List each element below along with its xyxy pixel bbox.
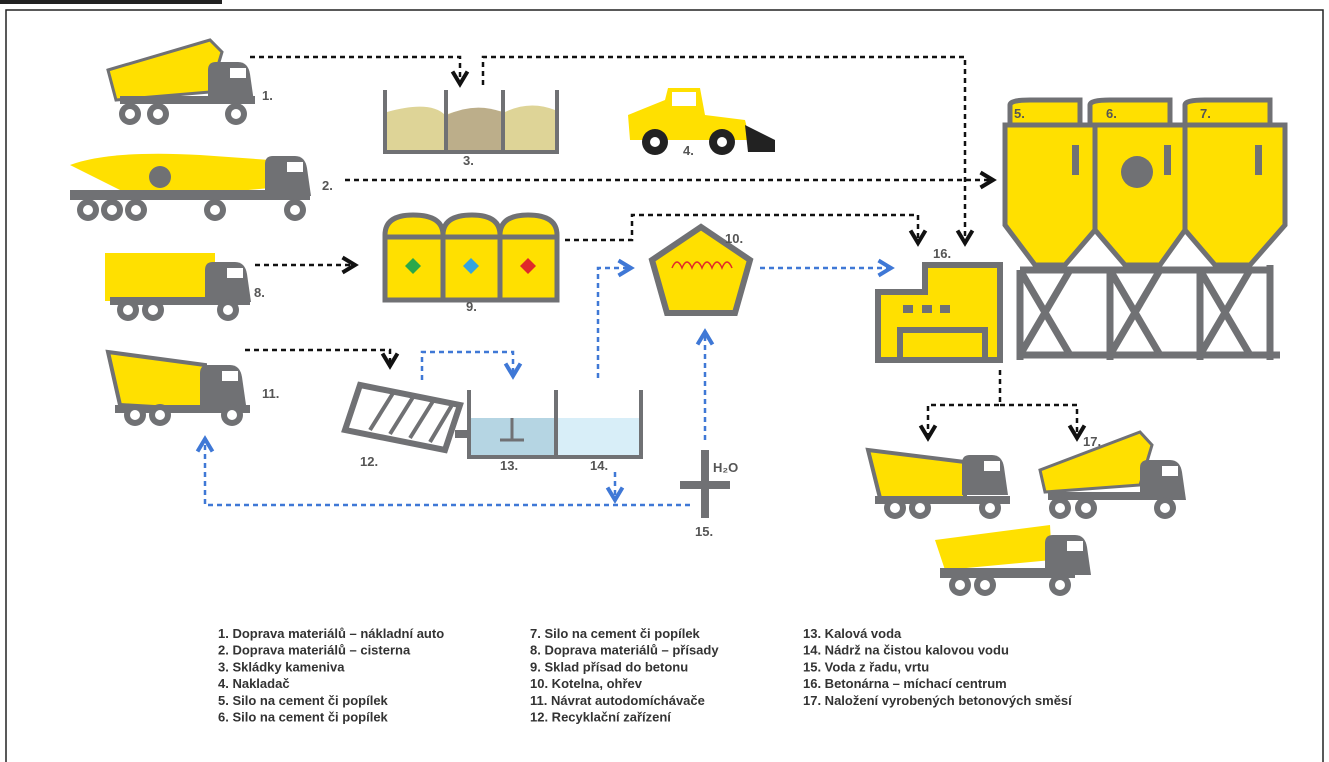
- cement-tanker: [70, 154, 311, 221]
- legend-item: 9. Sklad přísad do betonu: [530, 659, 688, 674]
- legend-item: 7. Silo na cement či popílek: [530, 626, 701, 641]
- node-label: 15.: [695, 524, 713, 539]
- dump-truck: [108, 40, 255, 125]
- legend-item: 10. Kotelna, ohřev: [530, 676, 643, 691]
- box-truck: [105, 253, 251, 321]
- mixer-truck: [108, 352, 250, 426]
- recycler: [345, 385, 470, 450]
- node-label: 12.: [360, 454, 378, 469]
- diagram: 1. 2. 3. 4. 5. 6. 7. 8. 9. 10. 11. 12. 13. 14. 15. 16. 1…: [0, 0, 1329, 762]
- page: 1. 2. 3. 4. 5. 6. 7. 8. 9. 10. 11. 12. 13. 14. 15. 16. 1…: [0, 0, 1329, 762]
- legend-item: 12. Recyklační zařízení: [530, 710, 671, 725]
- node-label: 9.: [466, 299, 477, 314]
- additive-storage: [385, 215, 557, 300]
- water-tanks: [469, 390, 641, 457]
- node-label: 6.: [1106, 106, 1117, 121]
- legend-item: 17. Naložení vyrobených betonových směsí: [803, 693, 1072, 708]
- outgoing-trucks: [868, 432, 1186, 596]
- node-label: 17.: [1083, 434, 1101, 449]
- legend-item: 2. Doprava materiálů – cisterna: [218, 643, 411, 658]
- node-label: 7.: [1200, 106, 1211, 121]
- node-label: 10.: [725, 231, 743, 246]
- node-label: 8.: [254, 285, 265, 300]
- loader: [628, 88, 775, 155]
- legend-item: 16. Betonárna – míchací centrum: [803, 676, 1007, 691]
- header-rule: [0, 0, 222, 4]
- node-label: 5.: [1014, 106, 1025, 121]
- legend-item: 14. Nádrž na čistou kalovou vodu: [803, 643, 1009, 658]
- node-label: 16.: [933, 246, 951, 261]
- legend-item: 8. Doprava materiálů – přísady: [530, 643, 719, 658]
- node-label: 3.: [463, 153, 474, 168]
- legend-item: 15. Voda z řadu, vrtu: [803, 659, 929, 674]
- node-label: 4.: [683, 143, 694, 158]
- aggregate-storage: [385, 90, 557, 152]
- mixing-plant: [878, 265, 1000, 360]
- legend-item: 5. Silo na cement či popílek: [218, 693, 389, 708]
- node-label: 11.: [262, 386, 279, 401]
- node-label: 14.: [590, 458, 608, 473]
- node-label: 1.: [262, 88, 273, 103]
- legend-item: 1. Doprava materiálů – nákladní auto: [218, 626, 444, 641]
- node-label: 2.: [322, 178, 333, 193]
- silos: [1005, 100, 1285, 360]
- legend-item: 11. Návrat autodomíchávače: [530, 693, 705, 708]
- legend-item: 4. Nakladač: [218, 676, 290, 691]
- node-label: 13.: [500, 458, 518, 473]
- water-label: H₂O: [713, 460, 738, 475]
- legend-item: 13. Kalová voda: [803, 626, 902, 641]
- legend-item: 6. Silo na cement či popílek: [218, 710, 389, 725]
- legend-item: 3. Skládky kameniva: [218, 659, 345, 674]
